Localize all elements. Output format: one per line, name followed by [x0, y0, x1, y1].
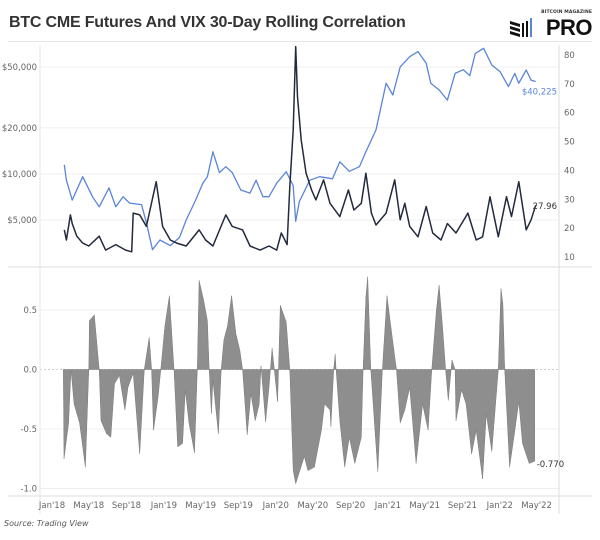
- x-axis-tick-label: Sep'21: [448, 501, 477, 511]
- source-note: Source: Trading View: [4, 519, 89, 528]
- bitcoin-magazine-pro-logo: BITCOIN MAGAZINE PRO: [510, 10, 593, 40]
- right-axis-tick-label: 70: [564, 80, 575, 90]
- x-axis-tick-label: Sep'19: [224, 501, 253, 511]
- correlation-area: [63, 276, 535, 484]
- logo-pro-text: PRO: [545, 15, 593, 40]
- title-divider: [8, 41, 592, 42]
- vix-line: [63, 45, 537, 253]
- x-axis-tick-label: Jan'19: [150, 501, 177, 511]
- correlation-axis-tick-label: 0.0: [23, 366, 37, 376]
- left-axis-tick-label: $5,000: [7, 216, 37, 226]
- correlation-axis-tick-label: 0.5: [23, 306, 37, 316]
- x-axis-tick-label: May'22: [521, 501, 552, 511]
- right-axis-tick-label: 40: [564, 166, 575, 176]
- logo-stripes-icon: [510, 18, 532, 37]
- right-axis-tick-label: 50: [564, 138, 575, 148]
- btc-last-value-label: $40,225: [522, 87, 557, 97]
- chart-title: BTC CME Futures And VIX 30-Day Rolling C…: [9, 14, 406, 31]
- x-axis-tick-label: Sep'18: [112, 501, 141, 511]
- right-axis-tick-label: 80: [564, 51, 575, 61]
- btc-line: [63, 47, 536, 251]
- right-axis-tick-label: 20: [564, 224, 575, 234]
- left-axis-tick-label: $10,000: [2, 170, 37, 180]
- right-axis-tick-label: 60: [564, 109, 575, 119]
- x-axis-tick-label: Sep'20: [336, 501, 365, 511]
- right-axis-tick-label: 30: [564, 195, 575, 205]
- x-axis-tick-label: Jan'18: [38, 501, 65, 511]
- correlation-last-value-label: -0.770: [537, 460, 564, 470]
- right-axis-tick-label: 10: [564, 253, 575, 263]
- x-axis-tick-label: May'20: [297, 501, 328, 511]
- logo-small-text: BITCOIN MAGAZINE: [541, 10, 592, 15]
- left-axis-tick-label: $50,000: [2, 63, 37, 73]
- correlation-axis-tick-label: -1.0: [20, 485, 37, 495]
- left-axis-tick-label: $20,000: [2, 124, 37, 134]
- vix-last-value-label: 27.96: [533, 202, 557, 212]
- x-axis-tick-label: May'18: [73, 501, 104, 511]
- x-axis-tick-label: Jan'21: [374, 501, 401, 511]
- x-axis-tick-label: Jan'20: [262, 501, 289, 511]
- x-axis-tick-label: May'19: [185, 501, 216, 511]
- x-axis-tick-label: May'21: [409, 501, 440, 511]
- correlation-axis-tick-label: -0.5: [20, 425, 37, 435]
- x-axis-tick-label: Jan'22: [486, 501, 513, 511]
